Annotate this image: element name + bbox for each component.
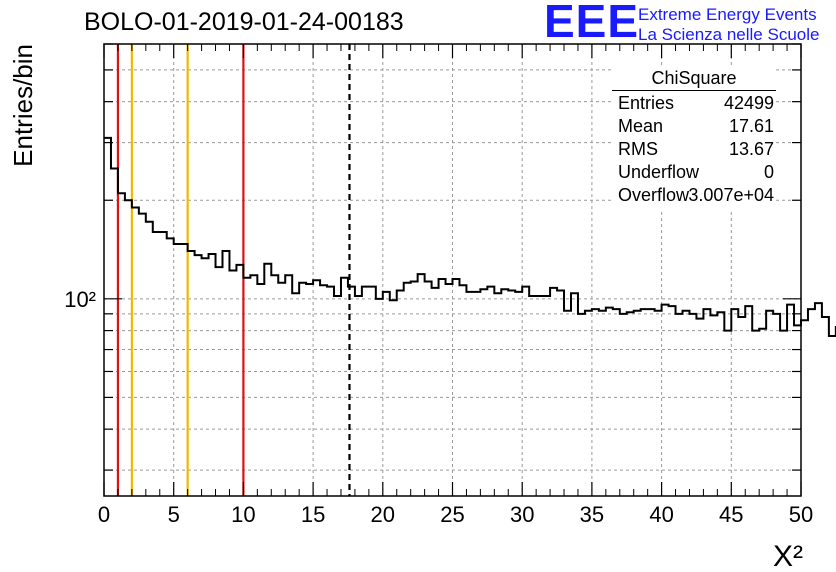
x-tick-label: 10 [231, 502, 255, 527]
stats-key: Mean [618, 116, 664, 136]
x-tick-label: 20 [371, 502, 395, 527]
axis-ticks [103, 43, 802, 496]
x-axis-label: X² [773, 540, 803, 572]
stats-row-mean: Mean 17.61 [618, 116, 774, 139]
logo-line-2: La Scienza nelle Scuole [638, 25, 820, 44]
axis-labels: 0 5 10 15 20 25 30 35 40 45 50 10² Entries/bin X² [8, 44, 813, 572]
histogram-series [104, 136, 836, 338]
stats-row-underflow: Underflow 0 [618, 162, 774, 185]
x-tick-label: 0 [98, 502, 110, 527]
x-tick-label: 30 [510, 502, 534, 527]
logo-line-1: Extreme Energy Events [638, 5, 817, 24]
stats-row-entries: Entries 42499 [618, 93, 774, 116]
stats-key: Entries [618, 93, 675, 113]
stats-value: 3.007e+04 [688, 185, 774, 205]
eee-logo: EEE Extreme Energy Events La Scienza nel… [544, 0, 834, 47]
x-tick-label: 50 [789, 502, 813, 527]
stats-value: 17.61 [728, 116, 774, 136]
stats-key: Underflow [618, 162, 700, 182]
x-tick-label: 40 [649, 502, 673, 527]
chart-title: BOLO-01-2019-01-24-00183 [84, 8, 404, 36]
stats-title: ChiSquare [651, 68, 737, 88]
x-tick-label: 15 [301, 502, 325, 527]
logo-mark: EEE [544, 0, 640, 47]
stats-key: RMS [618, 139, 658, 159]
y-tick-label: 10² [64, 287, 96, 312]
x-tick-label: 35 [580, 502, 604, 527]
stats-row-rms: RMS 13.67 [618, 139, 774, 162]
stats-value: 13.67 [728, 139, 774, 159]
x-tick-label: 25 [440, 502, 464, 527]
stats-box: ChiSquare Entries 42499 Mean 17.61 RMS 1… [612, 66, 776, 212]
y-axis-label: Entries/bin [8, 44, 38, 167]
stats-row-overflow: Overflow 3.007e+04 [618, 185, 774, 208]
x-tick-label: 5 [168, 502, 180, 527]
stats-key: Overflow [618, 185, 690, 205]
stats-value: 42499 [723, 93, 774, 113]
stats-value: 0 [763, 162, 774, 182]
stats-divider [612, 90, 776, 91]
x-tick-label: 45 [719, 502, 743, 527]
